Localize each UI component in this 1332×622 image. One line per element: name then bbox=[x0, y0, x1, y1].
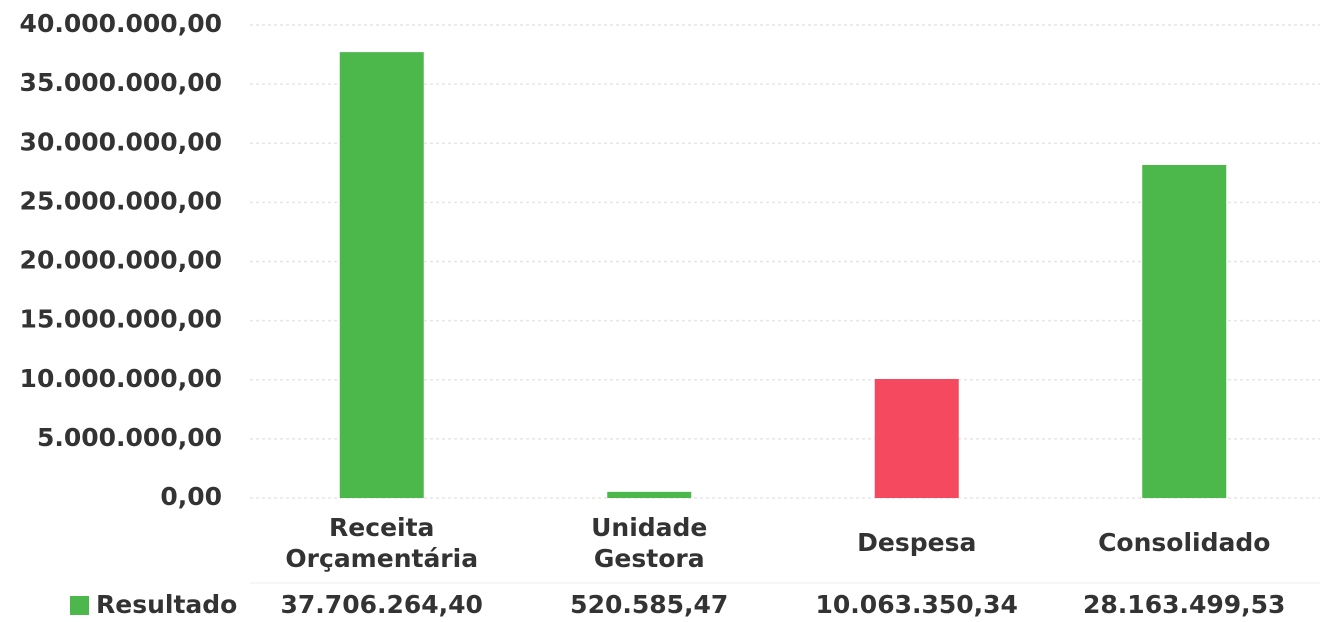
x-tick-label: Receita Orçamentária bbox=[285, 512, 479, 573]
x-tick-label: Consolidado bbox=[1098, 528, 1271, 558]
y-tick-label: 0,00 bbox=[160, 482, 222, 511]
bar bbox=[607, 491, 692, 498]
y-tick-label: 15.000.000,00 bbox=[20, 305, 222, 334]
x-tick-label-box: Unidade Gestora bbox=[591, 505, 707, 581]
legend-label: Resultado bbox=[96, 590, 237, 619]
data-table-value: 520.585,47 bbox=[570, 590, 728, 619]
y-tick-label: 10.000.000,00 bbox=[20, 364, 222, 393]
x-tick-label: Unidade Gestora bbox=[591, 512, 708, 573]
legend-swatch bbox=[70, 596, 89, 615]
y-tick-label: 35.000.000,00 bbox=[20, 68, 222, 97]
x-tick-label-box: Despesa bbox=[857, 505, 976, 581]
y-tick-label: 40.000.000,00 bbox=[20, 9, 222, 38]
data-table-value: 28.163.499,53 bbox=[1083, 590, 1285, 619]
y-tick-label: 25.000.000,00 bbox=[20, 186, 222, 215]
bar bbox=[339, 52, 424, 499]
bar bbox=[874, 379, 959, 498]
y-tick-label: 20.000.000,00 bbox=[20, 246, 222, 275]
x-tick-label: Despesa bbox=[857, 528, 977, 558]
y-tick-label: 5.000.000,00 bbox=[37, 423, 222, 452]
data-table-value: 37.706.264,40 bbox=[281, 590, 483, 619]
data-table-value: 10.063.350,34 bbox=[816, 590, 1018, 619]
x-tick-label-box: Receita Orçamentária bbox=[285, 505, 478, 581]
y-tick-label: 30.000.000,00 bbox=[20, 127, 222, 156]
x-tick-label-box: Consolidado bbox=[1098, 505, 1270, 581]
bar bbox=[1142, 164, 1227, 498]
